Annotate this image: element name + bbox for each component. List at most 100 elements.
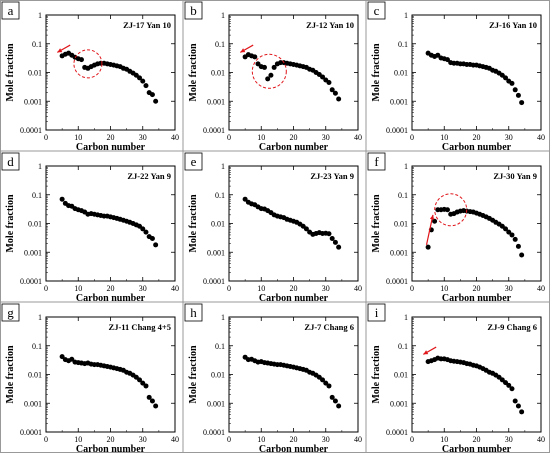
y-tick-label: 1 <box>404 11 408 20</box>
y-axis-label: Mole fraction <box>371 43 382 101</box>
y-tick-label: 0.001 <box>24 399 42 408</box>
panel-label-box <box>367 1 386 20</box>
x-tick-label: 30 <box>322 133 330 142</box>
plot-frame <box>45 14 176 131</box>
y-tick-label: 1 <box>38 11 42 20</box>
y-tick-label: 0.01 <box>28 220 42 229</box>
data-point <box>320 377 326 383</box>
y-axis-label: Mole fraction <box>371 345 382 403</box>
x-axis-label: Carbon number <box>259 444 329 453</box>
data-point <box>140 226 146 232</box>
data-point <box>268 72 274 78</box>
x-tick-label: 30 <box>322 435 330 444</box>
y-tick-label: 1 <box>221 162 225 171</box>
chart-title: ZJ-30 Yan 9 <box>493 171 537 181</box>
data-point <box>519 252 525 258</box>
y-tick-label: 0.0001 <box>203 277 225 286</box>
panel-label-box <box>1 1 20 20</box>
data-point <box>146 394 152 400</box>
data-point <box>336 244 342 250</box>
data-point <box>323 380 329 386</box>
x-tick-label: 40 <box>537 133 545 142</box>
data-point <box>509 80 515 86</box>
chart-title: ZJ-22 Yan 9 <box>127 171 171 181</box>
x-tick-label: 30 <box>322 284 330 293</box>
chart-title: ZJ-11 Chang 4+5 <box>109 322 171 332</box>
data-point <box>332 239 338 245</box>
x-axis-label: Carbon number <box>76 293 146 304</box>
data-point <box>265 76 271 82</box>
data-point <box>140 380 146 386</box>
data-point <box>515 243 521 249</box>
x-axis-label: Carbon number <box>442 444 512 453</box>
x-tick-label: 20 <box>107 435 115 444</box>
data-point <box>503 75 509 81</box>
chart-title: ZJ-7 Chang 6 <box>304 322 354 332</box>
x-tick-label: 20 <box>473 435 481 444</box>
data-point <box>519 100 525 106</box>
data-point <box>515 92 521 98</box>
x-axis-label: Carbon number <box>259 293 329 304</box>
data-point <box>271 64 277 70</box>
data-point <box>326 231 332 237</box>
x-tick-label: 40 <box>171 284 179 293</box>
x-tick-label: 0 <box>410 435 414 444</box>
x-tick-label: 0 <box>227 133 231 142</box>
plot-frame <box>228 316 359 433</box>
data-point <box>153 242 159 248</box>
plot-frame <box>45 316 176 433</box>
y-tick-label: 0.1 <box>32 40 42 49</box>
x-tick-label: 40 <box>354 435 362 444</box>
data-point <box>242 196 248 202</box>
data-point <box>252 54 258 60</box>
panel-label-box <box>184 1 203 20</box>
panel-label-box <box>367 303 386 322</box>
data-point <box>326 79 332 85</box>
data-point <box>509 232 515 238</box>
x-tick-label: 30 <box>505 284 513 293</box>
y-tick-label: 0.1 <box>398 191 408 200</box>
data-point <box>59 196 65 202</box>
annotation-dashed-circle <box>434 193 468 227</box>
panel-label-box <box>184 152 203 171</box>
y-tick-label: 0.001 <box>390 97 408 106</box>
chart-title: ZJ-23 Yan 9 <box>310 171 354 181</box>
y-tick-label: 0.01 <box>28 371 42 380</box>
x-tick-label: 0 <box>410 133 414 142</box>
y-axis-label: Mole fraction <box>5 43 16 101</box>
data-point <box>137 75 143 81</box>
x-tick-label: 0 <box>227 284 231 293</box>
x-tick-label: 40 <box>354 133 362 142</box>
y-tick-label: 0.001 <box>207 248 225 257</box>
y-tick-label: 0.1 <box>398 40 408 49</box>
plot-frame <box>411 14 542 131</box>
y-tick-label: 1 <box>221 11 225 20</box>
panel-label: c <box>374 3 380 18</box>
data-point <box>435 52 441 58</box>
chart-title: ZJ-17 Yan 10 <box>123 20 171 30</box>
data-point <box>432 218 438 224</box>
data-point <box>326 383 332 389</box>
y-tick-label: 0.0001 <box>386 428 408 437</box>
x-tick-label: 10 <box>257 133 265 142</box>
annotation-arrowhead <box>429 214 435 220</box>
y-tick-label: 0.001 <box>207 399 225 408</box>
x-tick-label: 20 <box>107 284 115 293</box>
panel-label: b <box>190 3 197 18</box>
data-point <box>149 398 155 404</box>
y-tick-label: 0.01 <box>394 220 408 229</box>
panel-label: h <box>190 305 197 320</box>
y-tick-label: 0.01 <box>211 220 225 229</box>
y-tick-label: 1 <box>38 162 42 171</box>
data-point <box>499 377 505 383</box>
x-tick-label: 20 <box>107 133 115 142</box>
x-tick-label: 10 <box>74 133 82 142</box>
x-tick-label: 40 <box>537 435 545 444</box>
annotation-arrowhead <box>423 350 429 355</box>
chart-title: ZJ-16 Yan 10 <box>489 20 537 30</box>
x-tick-label: 30 <box>139 133 147 142</box>
